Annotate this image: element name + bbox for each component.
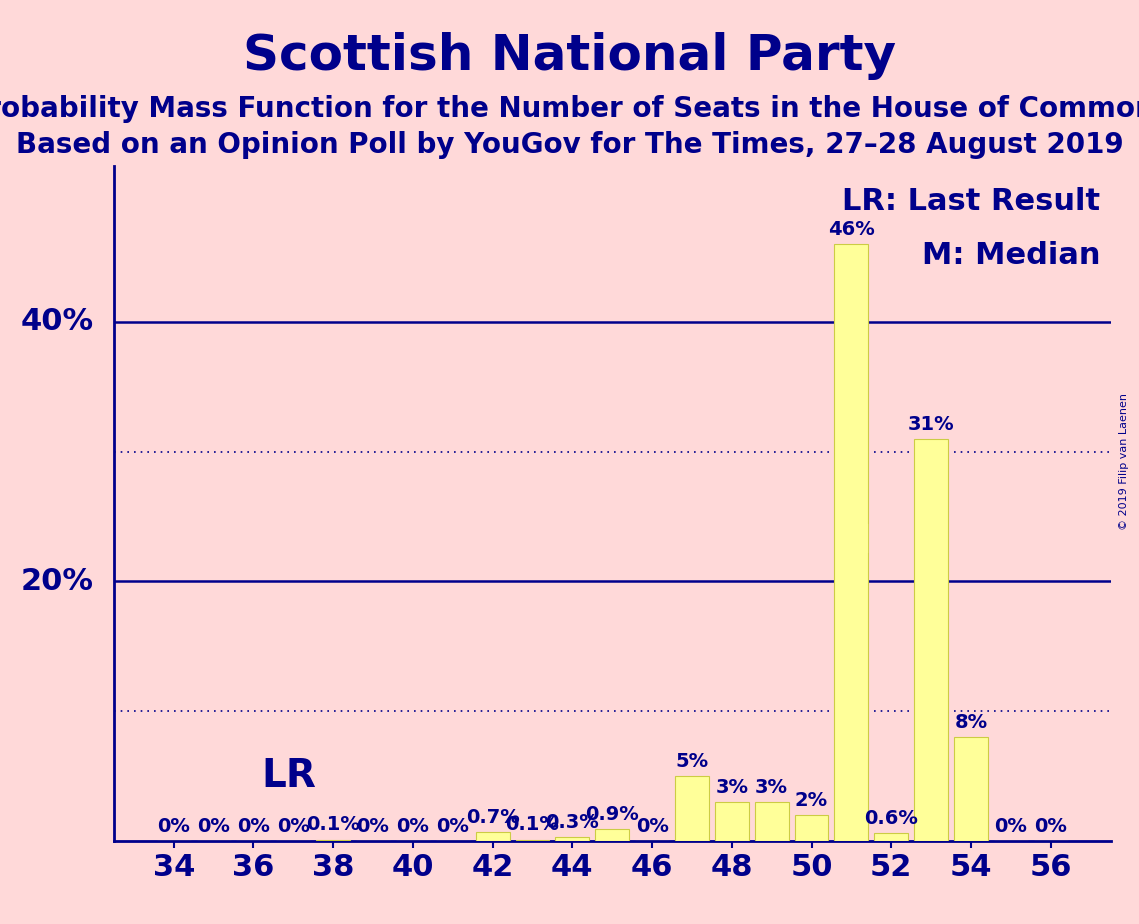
Bar (675, 776, 708, 841)
Text: LR: LR (261, 758, 317, 796)
Text: 0%: 0% (197, 817, 230, 835)
Bar (715, 802, 748, 841)
Bar (954, 737, 988, 841)
Text: Probability Mass Function for the Number of Seats in the House of Commons: Probability Mass Function for the Number… (0, 95, 1139, 123)
Text: 8%: 8% (954, 713, 988, 732)
Text: 5%: 5% (675, 752, 708, 771)
Text: 0.6%: 0.6% (865, 808, 918, 828)
Text: 20%: 20% (21, 567, 93, 596)
Text: 0.7%: 0.7% (466, 808, 519, 827)
Text: 46%: 46% (828, 220, 875, 239)
Text: 3%: 3% (755, 778, 788, 796)
Bar (476, 832, 509, 841)
Text: 0%: 0% (636, 817, 669, 835)
Text: 0%: 0% (1034, 817, 1067, 835)
Text: 2%: 2% (795, 791, 828, 809)
Text: 0%: 0% (277, 817, 310, 835)
Text: M: M (831, 524, 871, 562)
Text: 0.1%: 0.1% (306, 815, 360, 834)
Bar (835, 244, 868, 841)
Text: © 2019 Filip van Laenen: © 2019 Filip van Laenen (1120, 394, 1129, 530)
Text: 0.9%: 0.9% (585, 805, 639, 824)
Bar (875, 833, 908, 841)
Text: 31%: 31% (908, 415, 954, 433)
Text: LR: Last Result: LR: Last Result (843, 187, 1100, 215)
Bar (596, 829, 629, 841)
Text: 3%: 3% (715, 778, 748, 796)
Text: M: Median: M: Median (923, 240, 1100, 270)
Bar (516, 840, 549, 841)
Bar (556, 837, 589, 841)
Text: Scottish National Party: Scottish National Party (243, 32, 896, 80)
Text: 0%: 0% (237, 817, 270, 835)
Text: 0%: 0% (436, 817, 469, 835)
Text: 40%: 40% (21, 308, 93, 336)
Text: 0%: 0% (396, 817, 429, 835)
Text: Based on an Opinion Poll by YouGov for The Times, 27–28 August 2019: Based on an Opinion Poll by YouGov for T… (16, 131, 1123, 159)
Text: 0.1%: 0.1% (506, 815, 559, 834)
Bar (915, 439, 948, 841)
Text: 0.3%: 0.3% (546, 813, 599, 832)
Text: 0%: 0% (157, 817, 190, 835)
Bar (317, 840, 350, 841)
Text: 0%: 0% (994, 817, 1027, 835)
Text: 0%: 0% (357, 817, 390, 835)
Bar (795, 815, 828, 841)
Bar (755, 802, 788, 841)
